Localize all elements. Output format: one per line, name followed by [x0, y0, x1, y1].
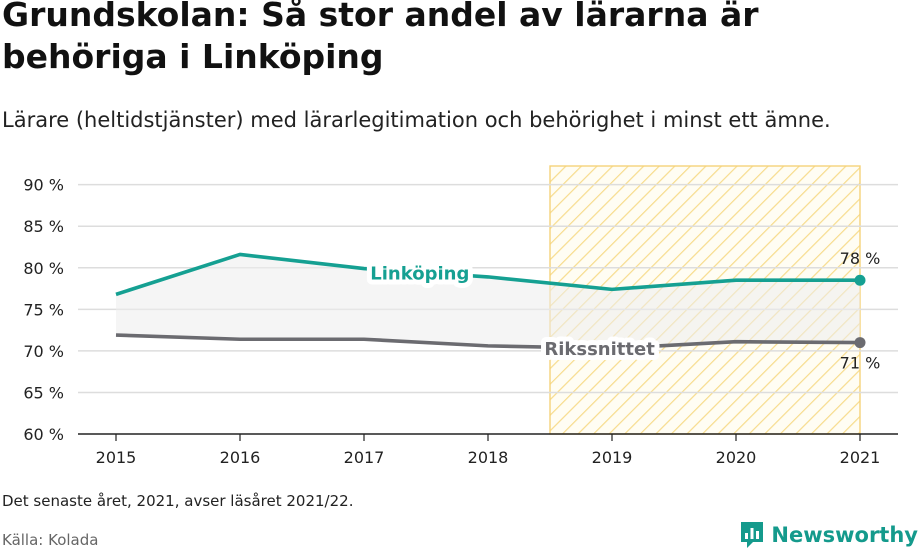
range-band — [116, 254, 860, 349]
x-tick-label: 2021 — [840, 448, 881, 467]
y-tick-label: 80 % — [23, 259, 64, 278]
x-tick-label: 2018 — [468, 448, 509, 467]
series-line-rikssnittet — [115, 333, 861, 351]
footnote: Det senaste året, 2021, avser läsåret 20… — [2, 492, 354, 510]
chart-title: Grundskolan: Så stor andel av lärarna är… — [2, 0, 759, 76]
y-tick-label: 70 % — [23, 342, 64, 361]
x-tick-label: 2019 — [592, 448, 633, 467]
x-tick-label: 2016 — [220, 448, 261, 467]
end-point-link-ping — [854, 274, 866, 286]
y-tick-label: 75 % — [23, 300, 64, 319]
chart-subtitle: Lärare (heltidstjänster) med lärarlegiti… — [2, 108, 831, 132]
brand-logo: Newsworthy — [739, 520, 918, 550]
end-point-rikssnittet — [854, 337, 866, 349]
source-note: Källa: Kolada — [2, 531, 99, 549]
newsworthy-logo-icon — [741, 522, 764, 548]
end-value-label-rikssnittet: 71 % — [840, 354, 881, 373]
y-axis: 60 % 65 % 70 % 75 % 80 % 85 % 90 % — [23, 176, 64, 444]
series-label-rikssnittet: Rikssnittet — [544, 339, 655, 360]
y-tick-label: 60 % — [23, 425, 64, 444]
y-tick-label: 90 % — [23, 176, 64, 195]
x-tick-label: 2017 — [344, 448, 385, 467]
line-chart: 60 %65 %70 %75 %80 %85 %90 % 2015 2016 201… — [23, 165, 898, 467]
y-tick-label: 85 % — [23, 217, 64, 236]
x-tick-label: 2015 — [96, 448, 137, 467]
y-tick-label: 65 % — [23, 383, 64, 402]
end-value-label-link-ping: 78 % — [840, 249, 881, 268]
brand-name: Newsworthy — [771, 523, 918, 547]
series-line-link-ping — [115, 252, 860, 297]
x-tick-label: 2020 — [716, 448, 757, 467]
x-axis: 2015 2016 2017 2018 2019 2020 2021 — [96, 434, 881, 467]
series-label-link-ping: Linköping — [370, 263, 469, 284]
